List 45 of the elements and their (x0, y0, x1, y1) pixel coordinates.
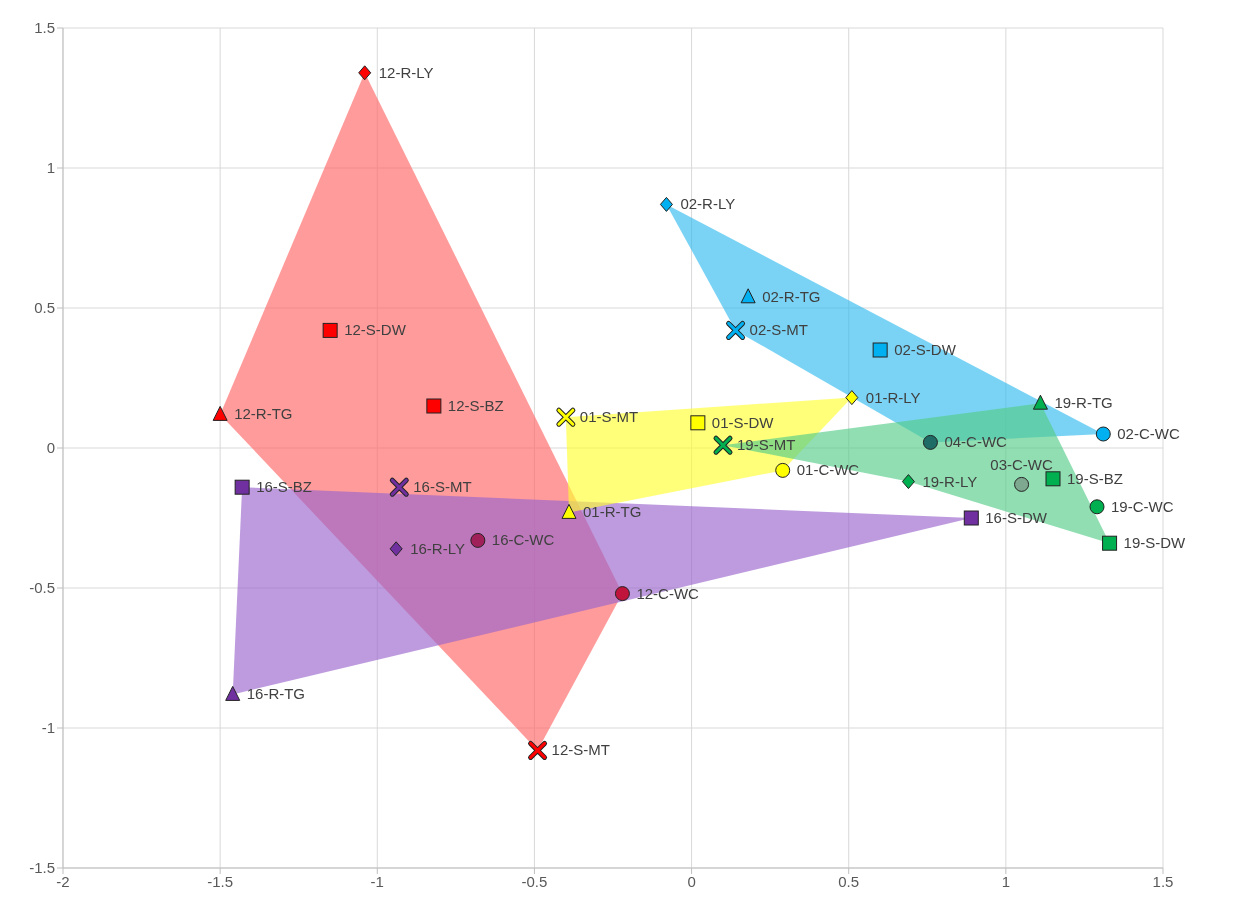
annotation: 02-C-WC (1117, 425, 1180, 442)
point (1014, 476, 1030, 492)
x-tick-label: -1 (370, 872, 384, 890)
x-tick-label: -2 (56, 872, 70, 890)
annotation: 19-S-MT (737, 436, 796, 454)
annotation: 01-C-WC (796, 461, 860, 479)
annotation: 12-S-BZ (447, 397, 504, 414)
y-tick-label: 0.5 (34, 299, 55, 317)
annotation: 03-C-WC (990, 456, 1053, 474)
annotation: 01-R-LY (865, 388, 921, 406)
annotation: 04-C-WC (944, 433, 1008, 451)
y-tick-label: -0.5 (29, 579, 55, 597)
annotation: 19-R-TG (1054, 394, 1113, 412)
annotation: 19-S-DW (1123, 534, 1187, 552)
x-tick-label: -1.5 (207, 872, 234, 890)
annotation: 16-S-MT (413, 478, 472, 496)
annotation: 12-R-TG (234, 405, 293, 423)
annotation: 12-C-WC (636, 584, 700, 602)
y-tick-label: 1.5 (34, 19, 55, 37)
x-tick-label: 0 (687, 872, 696, 890)
annotation: 02-R-TG (762, 287, 821, 305)
annotation: 01-S-DW (711, 413, 775, 431)
point (470, 532, 486, 548)
annotation: 02-S-MT (749, 321, 808, 339)
x-tick-label: 0.5 (838, 872, 860, 890)
annotation: 16-R-TG (246, 685, 306, 703)
x-tick-label: 1 (1001, 872, 1011, 890)
annotation: 19-C-WC (1111, 497, 1174, 515)
annotation: 01-R-TG (583, 503, 642, 521)
annotation: 12-S-MT (551, 741, 610, 759)
annotation: 12-S-DW (344, 321, 407, 339)
annotation: 16-C-WC (491, 531, 555, 549)
annotation: 16-R-LY (410, 539, 465, 557)
y-tick-label: 1 (46, 159, 55, 177)
x-tick-label: -0.5 (521, 872, 548, 890)
y-tick-label: -1 (41, 719, 55, 737)
point (922, 434, 938, 450)
annotation: 02-R-LY (680, 195, 736, 213)
annotation: 16-S-BZ (256, 478, 312, 496)
x-tick-label: 1.5 (1152, 872, 1174, 890)
annotation: 12-R-LY (378, 63, 434, 81)
annotation: 19-R-LY (922, 472, 978, 490)
y-tick-label: 0 (46, 439, 55, 457)
point (614, 586, 630, 602)
y-tick-label: -1.5 (29, 859, 55, 877)
